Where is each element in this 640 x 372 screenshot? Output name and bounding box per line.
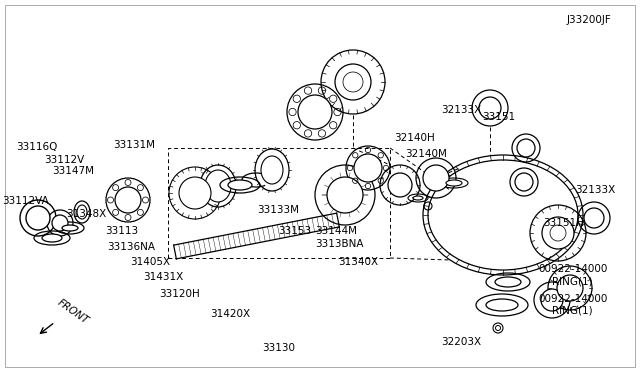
- Ellipse shape: [26, 206, 50, 230]
- Ellipse shape: [354, 154, 382, 182]
- Text: 32133X: 32133X: [441, 105, 481, 115]
- Ellipse shape: [298, 95, 332, 129]
- Text: 33153: 33153: [278, 226, 311, 235]
- Ellipse shape: [179, 177, 211, 209]
- Ellipse shape: [557, 275, 583, 301]
- Text: 00922-14000
RING(1): 00922-14000 RING(1): [538, 264, 607, 286]
- Text: 31340X: 31340X: [339, 257, 378, 267]
- Text: 33136NA: 33136NA: [107, 243, 155, 252]
- Ellipse shape: [205, 170, 231, 202]
- Text: 31348X: 31348X: [67, 209, 106, 219]
- Ellipse shape: [115, 187, 141, 213]
- Text: 33116Q: 33116Q: [17, 142, 58, 152]
- Text: 33112V: 33112V: [44, 155, 84, 165]
- Ellipse shape: [42, 234, 62, 242]
- Ellipse shape: [423, 165, 449, 191]
- Ellipse shape: [584, 208, 604, 228]
- Text: 00922-14000
RING(1): 00922-14000 RING(1): [538, 294, 607, 316]
- Ellipse shape: [495, 277, 521, 287]
- Text: 31431X: 31431X: [143, 272, 183, 282]
- Text: 32140M: 32140M: [404, 150, 447, 159]
- Text: 33133M: 33133M: [257, 205, 300, 215]
- Ellipse shape: [228, 180, 252, 190]
- Text: 31420X: 31420X: [211, 310, 250, 319]
- Ellipse shape: [495, 326, 500, 330]
- Text: 33151: 33151: [483, 112, 516, 122]
- Text: J33200JF: J33200JF: [566, 16, 611, 25]
- Text: 33151H: 33151H: [543, 218, 584, 228]
- Text: 31405X: 31405X: [131, 257, 170, 267]
- Ellipse shape: [327, 177, 363, 213]
- Ellipse shape: [413, 196, 423, 200]
- Text: 32133X: 32133X: [575, 185, 615, 195]
- Text: 32140H: 32140H: [394, 133, 435, 142]
- Text: 33113: 33113: [105, 226, 138, 235]
- Ellipse shape: [446, 180, 462, 186]
- Ellipse shape: [77, 205, 87, 219]
- Text: 32203X: 32203X: [441, 337, 481, 347]
- Ellipse shape: [517, 139, 535, 157]
- Ellipse shape: [479, 97, 501, 119]
- Ellipse shape: [261, 156, 283, 184]
- Ellipse shape: [486, 299, 518, 311]
- Text: 33120H: 33120H: [159, 289, 200, 299]
- Ellipse shape: [542, 217, 574, 249]
- Text: 33144M: 33144M: [315, 226, 357, 235]
- Text: 33147M: 33147M: [52, 166, 95, 176]
- Text: FRONT: FRONT: [56, 298, 90, 326]
- Ellipse shape: [335, 64, 371, 100]
- Ellipse shape: [515, 173, 533, 191]
- Ellipse shape: [388, 173, 412, 197]
- Text: 3313BNA: 3313BNA: [315, 239, 364, 248]
- Text: 33130: 33130: [262, 343, 295, 353]
- Ellipse shape: [541, 289, 563, 311]
- Text: 33112VA: 33112VA: [2, 196, 49, 206]
- Ellipse shape: [62, 225, 78, 231]
- Ellipse shape: [52, 215, 68, 231]
- Text: 33131M: 33131M: [113, 140, 156, 150]
